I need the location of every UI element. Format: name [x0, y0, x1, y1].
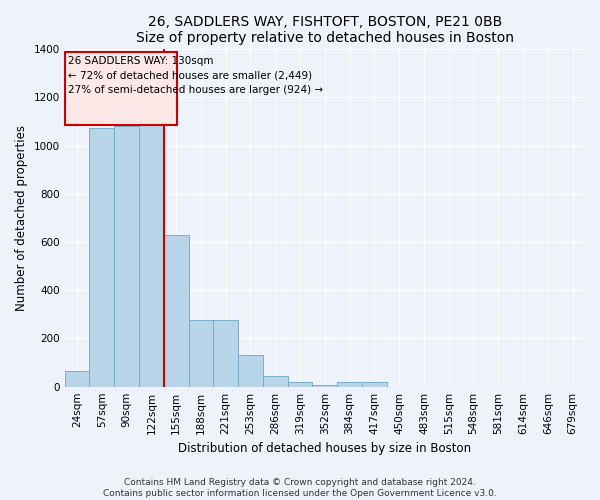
Bar	[337, 382, 362, 386]
Bar	[65, 371, 89, 386]
Text: Contains HM Land Registry data © Crown copyright and database right 2024.
Contai: Contains HM Land Registry data © Crown c…	[103, 478, 497, 498]
Bar	[287, 382, 313, 386]
Bar	[89, 128, 114, 386]
Bar	[164, 235, 188, 386]
Bar	[139, 107, 164, 386]
FancyBboxPatch shape	[65, 52, 178, 125]
Bar	[263, 376, 287, 386]
Bar	[188, 320, 214, 386]
Title: 26, SADDLERS WAY, FISHTOFT, BOSTON, PE21 0BB
Size of property relative to detach: 26, SADDLERS WAY, FISHTOFT, BOSTON, PE21…	[136, 15, 514, 45]
Bar	[114, 126, 139, 386]
Bar	[214, 320, 238, 386]
Bar	[362, 382, 387, 386]
Y-axis label: Number of detached properties: Number of detached properties	[15, 125, 28, 311]
Bar	[238, 356, 263, 386]
Text: 26 SADDLERS WAY: 130sqm
← 72% of detached houses are smaller (2,449)
27% of semi: 26 SADDLERS WAY: 130sqm ← 72% of detache…	[68, 56, 323, 94]
X-axis label: Distribution of detached houses by size in Boston: Distribution of detached houses by size …	[178, 442, 472, 455]
